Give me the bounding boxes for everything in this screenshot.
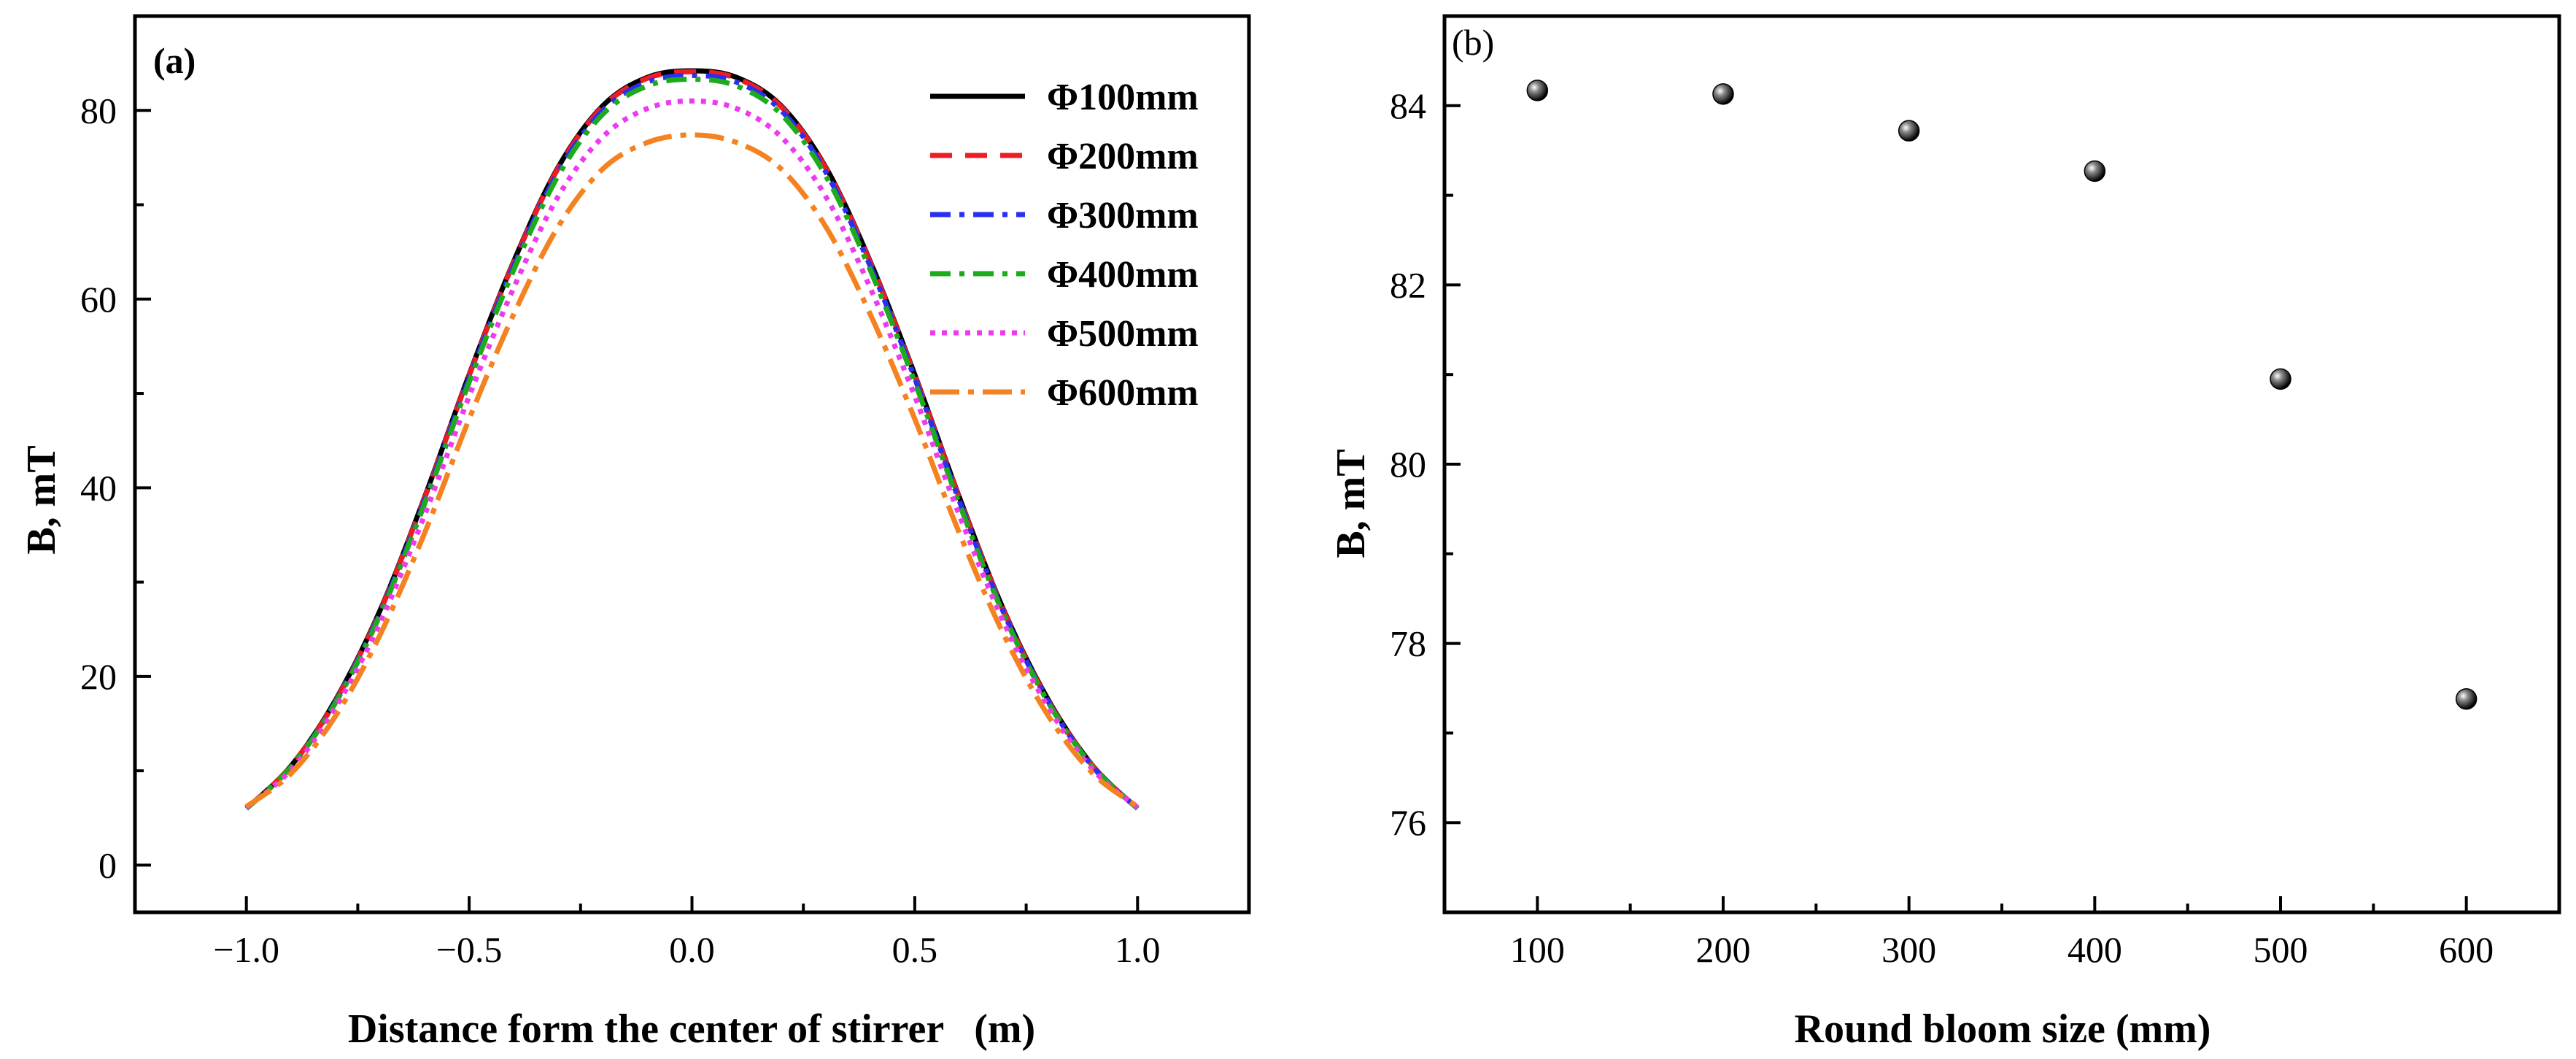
axis-ticks-b: 100 200 300 400 500 600 76 78 80 82 84 [1390,15,2494,970]
y-tick-label-a: 80 [80,90,117,131]
series-line-a [244,72,1140,811]
y-tick-label-b: 78 [1390,623,1426,664]
scatter-point-b [2270,368,2291,390]
panel-label-a: (a) [153,40,196,81]
scatter-point-b [1898,120,1920,142]
scatter-point-b [1712,83,1734,105]
y-axis-title-a: B, mT [19,445,64,554]
x-tick-label-b: 600 [2439,929,2494,970]
x-axis-title-a: Distance form the center of stirrer (m) [348,1006,1035,1052]
legend-label: Φ400mm [1047,254,1199,296]
x-tick-label-b: 300 [1881,929,1936,970]
series-line-a [244,98,1140,810]
panel-b-scatter-chart: 100 200 300 400 500 600 76 78 80 82 84 (b) Round b… [1328,14,2561,1052]
scatter-point-b [2084,160,2106,182]
y-tick-label-b: 84 [1390,85,1426,126]
y-tick-label-b: 80 [1390,444,1426,485]
x-axis-title-b: Round bloom size (mm) [1795,1006,2211,1052]
x-tick-label-b: 200 [1696,929,1751,970]
y-tick-label-a: 60 [80,279,117,320]
legend-label: Φ200mm [1047,136,1199,177]
scatter-points-b [1526,80,2478,710]
series-line-a [244,68,1140,811]
x-tick-label-a: 0.5 [892,929,938,970]
legend-label: Φ100mm [1047,77,1199,118]
legend-a: Φ100mm Φ200mm Φ300mm Φ400mm Φ500mm Φ600mm [930,77,1199,414]
x-tick-label-a: −0.5 [436,929,503,970]
panel-label-b: (b) [1452,22,1494,63]
axis-ticks-a: −1.0 −0.5 0.0 0.5 1.0 0 20 40 60 80 [80,15,1161,970]
y-axis-title-b: B, mT [1328,449,1374,558]
x-tick-label-a: −1.0 [213,929,279,970]
y-tick-label-a: 0 [98,844,117,885]
plot-frame-b [1442,14,2561,914]
legend-label: Φ300mm [1047,195,1199,236]
series-line-a [244,77,1140,811]
series-line-a [244,132,1140,809]
y-tick-label-a: 20 [80,656,117,697]
x-tick-label-b: 100 [1510,929,1565,970]
y-tick-label-a: 40 [80,467,117,508]
x-tick-label-b: 400 [2068,929,2122,970]
scatter-point-b [1526,80,1549,101]
series-line-a [244,69,1140,811]
x-tick-label-a: 1.0 [1115,929,1161,970]
legend-label: Φ500mm [1047,313,1199,355]
x-tick-label-b: 500 [2254,929,2308,970]
y-tick-label-b: 82 [1390,264,1426,305]
legend-label: Φ600mm [1047,372,1199,414]
series-lines-a [244,68,1140,811]
scatter-point-b [2455,688,2478,710]
y-tick-label-b: 76 [1390,802,1426,843]
x-tick-label-a: 0.0 [669,929,715,970]
